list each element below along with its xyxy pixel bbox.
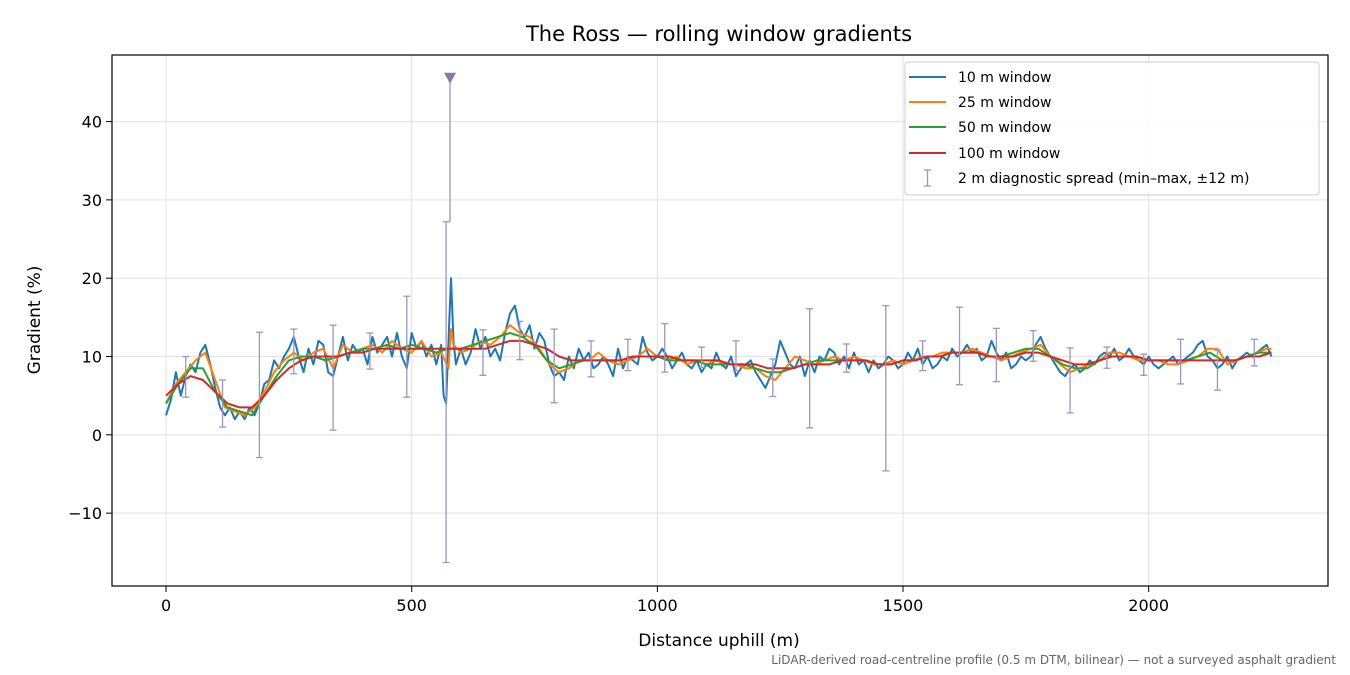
- legend: 10 m window 25 m window 50 m window 100 m w…: [904, 61, 1320, 196]
- diagnostic-errorbar: [1066, 347, 1074, 414]
- diagnostic-errorbar: [732, 340, 740, 372]
- footnote: LiDAR-derived road-centreline profile (0…: [771, 653, 1336, 667]
- y-axis-label: Gradient (%): [25, 266, 45, 375]
- diagnostic-errorbar: [366, 332, 374, 370]
- diagnostic-errorbar: [403, 295, 411, 398]
- legend-label: 100 m window: [958, 146, 1060, 162]
- diagnostic-errorbar: [1250, 338, 1258, 367]
- diagnostic-errorbar: [329, 324, 337, 431]
- legend-label: 2 m diagnostic spread (min–max, ±12 m): [958, 171, 1249, 187]
- y-tick-label: 20: [82, 269, 102, 288]
- series-layer: [165, 277, 1273, 421]
- diagnostic-errorbar: [290, 328, 298, 375]
- y-tick-label: 30: [82, 191, 102, 210]
- x-axis-label: Distance uphill (m): [638, 631, 799, 651]
- x-axis-ticks: 0 500 1000 1500 2000: [161, 586, 1169, 615]
- diagnostic-errorbar: [956, 306, 964, 386]
- diagnostic-errorbar: [919, 340, 927, 372]
- diagnostic-errorbar: [882, 304, 890, 472]
- diagnostic-errorbar: [661, 322, 669, 373]
- diagnostic-errorbar: [1029, 330, 1037, 362]
- diagnostic-errorbar: [255, 331, 263, 459]
- diagnostic-errorbar: [698, 346, 706, 369]
- y-tick-label: 0: [92, 426, 102, 445]
- legend-box: [904, 61, 1320, 196]
- x-tick-label: 500: [396, 596, 427, 615]
- diagnostic-errorbar: [550, 328, 558, 404]
- legend-label: 50 m window: [958, 120, 1051, 136]
- diagnostic-errorbar: [182, 355, 190, 398]
- diagnostic-errorbar: [806, 308, 814, 429]
- diagnostic-errorbar: [587, 340, 595, 378]
- y-tick-label: −10: [68, 504, 102, 523]
- plot-frame: [111, 54, 1329, 587]
- y-tick-label: 10: [82, 348, 102, 367]
- x-tick-label: 1000: [637, 596, 678, 615]
- legend-label: 25 m window: [958, 95, 1051, 111]
- x-tick-label: 2000: [1128, 596, 1169, 615]
- diagnostic-errorbar: [516, 320, 524, 361]
- legend-label: 10 m window: [958, 70, 1051, 86]
- y-axis-ticks: −10 0 10 20 30 40: [68, 113, 112, 523]
- diagnostic-errorbar: [769, 358, 777, 398]
- x-tick-label: 1500: [883, 596, 924, 615]
- diagnostic-errorbar: [1140, 353, 1148, 376]
- diagnostic-layer: [182, 72, 1258, 564]
- outlier-marker: [444, 72, 457, 84]
- diagnostic-errorbar: [624, 338, 632, 372]
- y-tick-label: 40: [82, 113, 102, 132]
- diagnostic-errorbar: [479, 329, 487, 376]
- diagnostic-errorbar: [992, 327, 1000, 383]
- diagnostic-errorbar: [1103, 346, 1111, 369]
- series-line-100m: [165, 339, 1272, 409]
- diagnostic-errorbar: [1177, 338, 1185, 385]
- x-tick-label: 0: [161, 596, 171, 615]
- diagnostic-errorbar: [442, 221, 450, 564]
- chart-title: The Ross — rolling window gradients: [525, 22, 912, 46]
- diagnostic-errorbar: [219, 379, 227, 428]
- diagnostic-errorbar: [1213, 349, 1221, 391]
- diagnostic-errorbar: [843, 343, 851, 373]
